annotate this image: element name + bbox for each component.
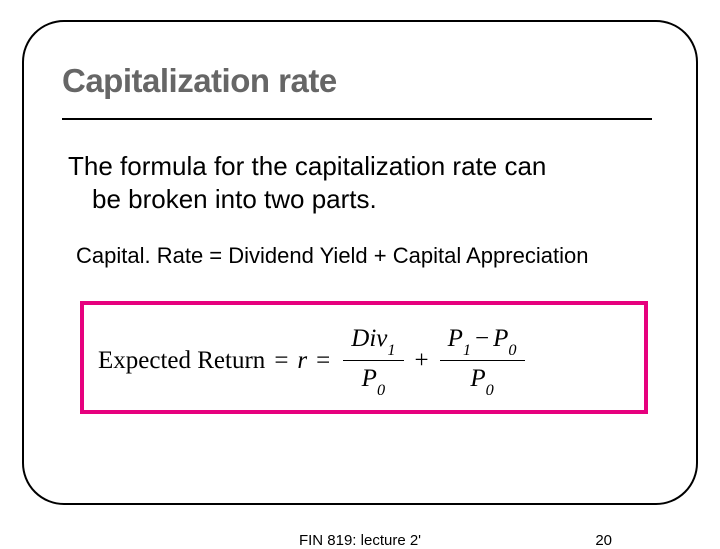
frac1-denominator: P0 — [354, 363, 393, 398]
equation-plain: Capital. Rate = Dividend Yield + Capital… — [76, 243, 658, 269]
formula-lhs: Expected Return — [98, 347, 265, 375]
frac1-bar — [343, 360, 403, 361]
footer-page-number: 20 — [595, 532, 612, 549]
frac1-num-sub: 1 — [387, 341, 395, 359]
body-text: The formula for the capitalization rate … — [68, 150, 648, 215]
plus-icon: + — [415, 347, 429, 375]
frac2-num-b-sub: 0 — [508, 341, 516, 359]
frac2-bar — [440, 360, 525, 361]
frac2-denominator: P0 — [462, 363, 501, 398]
frac2-numerator: P1−P0 — [440, 323, 525, 358]
title-underline — [62, 118, 652, 120]
formula-var-r: r — [297, 347, 307, 375]
frac2-num-b-base: P — [493, 325, 508, 352]
body-line-2: be broken into two parts. — [68, 183, 648, 216]
frac2-den-base: P — [470, 365, 485, 392]
body-line-1: The formula for the capitalization rate … — [68, 151, 546, 181]
frac1-den-base: P — [362, 365, 377, 392]
footer-course-label: FIN 819: lecture 2' — [299, 532, 421, 549]
expected-return-formula: Expected Return = r = Div1 P0 + P1−P0 — [98, 323, 630, 398]
frac2-num-a-base: P — [448, 325, 463, 352]
fraction-dividend-yield: Div1 P0 — [343, 323, 403, 398]
equals-2: = — [316, 347, 330, 375]
frac2-num-a-sub: 1 — [463, 341, 471, 359]
minus-icon: − — [475, 325, 489, 352]
fraction-capital-appreciation: P1−P0 P0 — [440, 323, 525, 398]
equals-1: = — [274, 347, 288, 375]
slide-title: Capitalization rate — [62, 62, 658, 100]
frac1-numerator: Div1 — [343, 323, 403, 358]
frac2-den-sub: 0 — [486, 381, 494, 399]
slide-frame: Capitalization rate The formula for the … — [22, 20, 698, 505]
frac1-den-sub: 0 — [377, 381, 385, 399]
frac1-num-base: Div — [351, 325, 387, 352]
formula-box: Expected Return = r = Div1 P0 + P1−P0 — [80, 301, 648, 414]
